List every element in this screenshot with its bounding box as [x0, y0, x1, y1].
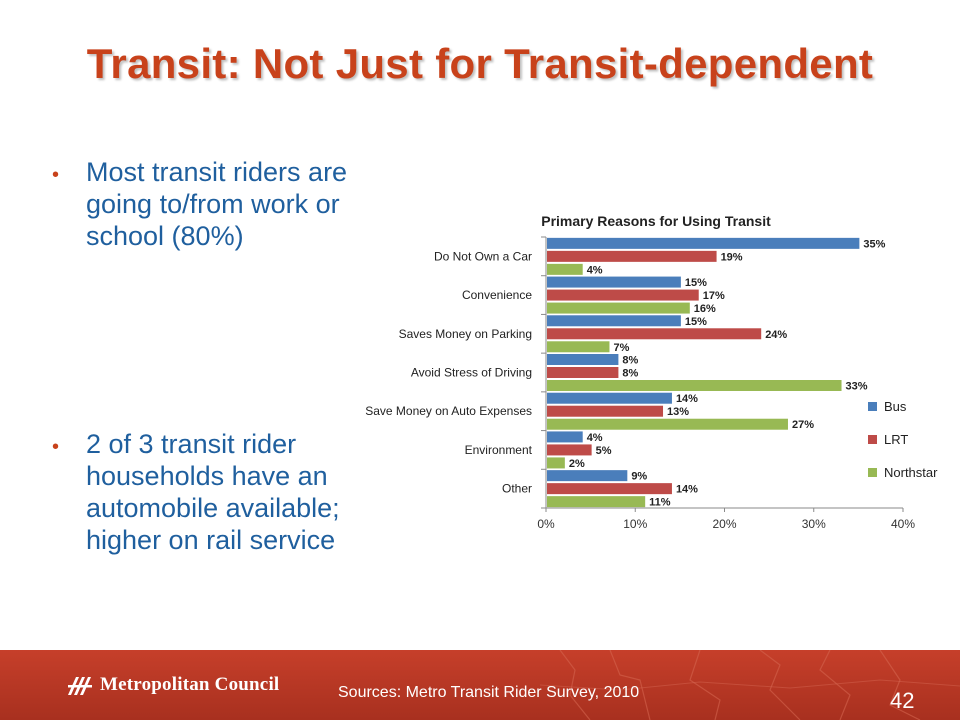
bullet-text: 2 of 3 transit rider households have an …	[86, 429, 340, 555]
bar	[547, 367, 619, 378]
data-label: 4%	[587, 264, 603, 276]
data-label: 5%	[596, 445, 612, 457]
bar	[547, 405, 664, 417]
bar	[547, 289, 699, 301]
x-tick-label: 30%	[802, 517, 826, 531]
data-label: 15%	[685, 316, 707, 328]
category-label: Avoid Stress of Driving	[411, 366, 532, 380]
data-label: 19%	[721, 251, 743, 263]
x-tick-label: 20%	[712, 517, 736, 531]
data-label: 24%	[765, 329, 787, 341]
data-label: 16%	[694, 303, 716, 315]
bar	[547, 496, 646, 508]
data-label: 15%	[685, 277, 707, 289]
x-tick-label: 0%	[537, 517, 555, 531]
data-label: 7%	[613, 342, 629, 354]
bar	[547, 380, 842, 391]
bar-chart: Primary Reasons for Using Transit 0% 10% 20…	[365, 213, 938, 531]
bar	[547, 276, 681, 288]
bar	[547, 392, 672, 404]
legend-swatch	[868, 402, 877, 411]
bar	[547, 263, 583, 275]
legend-label: LRT	[884, 432, 908, 447]
data-label: 13%	[667, 406, 689, 418]
page-number: 42	[890, 688, 915, 713]
legend-label: Northstar	[884, 465, 938, 480]
legend-label: Bus	[884, 399, 907, 414]
category-label: Do Not Own a Car	[434, 249, 532, 263]
bar	[547, 354, 619, 365]
data-label: 8%	[622, 355, 638, 367]
data-label: 35%	[863, 238, 885, 250]
bar	[547, 431, 583, 443]
data-label: 4%	[587, 432, 603, 444]
bar	[547, 315, 681, 327]
data-label: 17%	[703, 290, 725, 302]
bar	[547, 470, 628, 482]
bar	[547, 444, 592, 456]
legend-swatch	[868, 468, 877, 477]
bullet-item: • 2 of 3 transit rider households have a…	[52, 428, 402, 556]
map-lines-decoration	[539, 650, 960, 720]
category-label: Other	[502, 482, 532, 496]
bullet-dot-icon: •	[52, 436, 60, 458]
data-label: 33%	[846, 381, 868, 393]
data-label: 2%	[569, 458, 585, 470]
bullet-item: • Most transit riders are going to/from …	[52, 156, 402, 252]
bar	[547, 483, 672, 495]
bar	[547, 302, 690, 314]
data-label: 8%	[622, 368, 638, 380]
data-label: 9%	[631, 471, 647, 483]
metropolitan-council-logo-icon	[68, 677, 92, 695]
slide-title: Transit: Not Just for Transit-dependent	[86, 40, 874, 87]
category-label: Environment	[465, 443, 533, 457]
data-label: 11%	[649, 497, 671, 509]
bar	[547, 457, 565, 469]
data-label: 14%	[676, 484, 698, 496]
legend-swatch	[868, 435, 877, 444]
x-tick-label: 10%	[623, 517, 647, 531]
bar	[547, 237, 860, 249]
bullet-dot-icon: •	[52, 164, 60, 186]
data-label: 27%	[792, 419, 814, 431]
bar	[547, 328, 762, 340]
category-label: Save Money on Auto Expenses	[365, 404, 532, 418]
chart-title: Primary Reasons for Using Transit	[541, 213, 771, 229]
category-label: Saves Money on Parking	[399, 327, 532, 341]
logo-text: Metropolitan Council	[100, 674, 280, 695]
data-label: 14%	[676, 393, 698, 405]
metropolitan-council-logo: Metropolitan Council	[66, 672, 279, 698]
source-note: Sources: Metro Transit Rider Survey, 201…	[338, 684, 640, 701]
category-label: Convenience	[462, 288, 532, 302]
bar	[547, 250, 717, 262]
footer-bar: Metropolitan Council Sources: Metro Tran…	[0, 650, 960, 720]
x-tick-label: 40%	[891, 517, 915, 531]
bar	[547, 341, 610, 353]
bullet-text: Most transit riders are going to/from wo…	[86, 157, 348, 251]
bar	[547, 418, 788, 430]
